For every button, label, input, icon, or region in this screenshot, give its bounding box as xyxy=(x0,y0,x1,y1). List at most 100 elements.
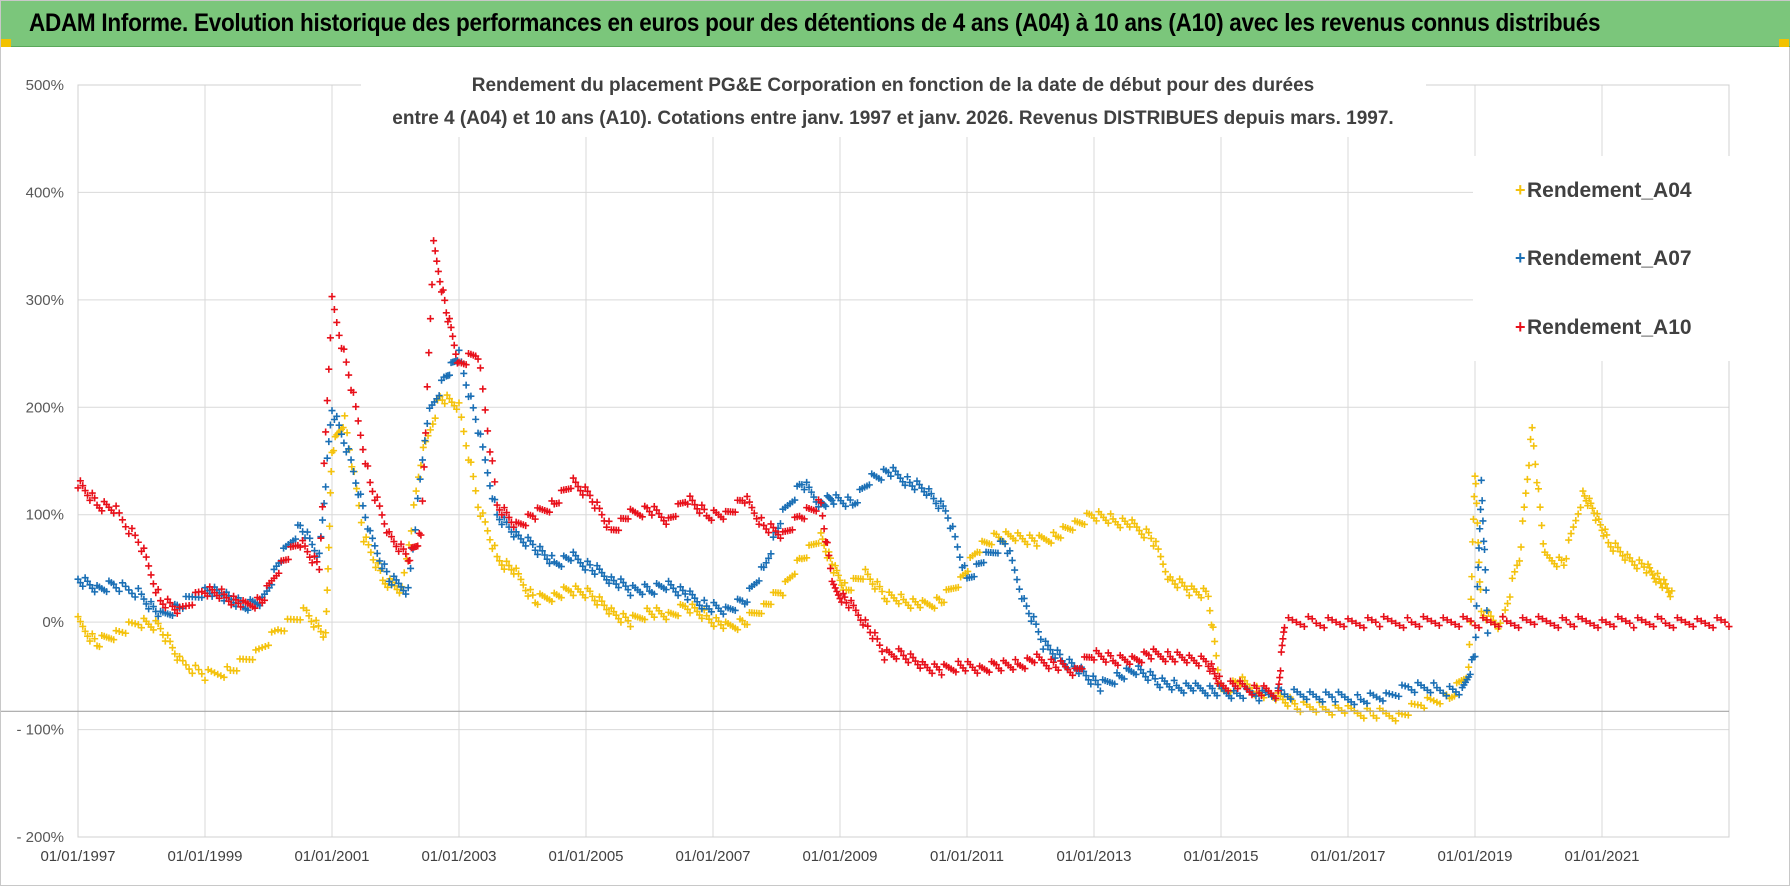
data-point xyxy=(498,520,506,528)
data-point xyxy=(1092,517,1100,525)
data-point xyxy=(1527,435,1535,443)
data-point xyxy=(1594,624,1602,632)
data-point xyxy=(688,591,696,599)
data-point xyxy=(940,598,948,606)
data-point xyxy=(700,505,708,513)
data-point xyxy=(800,486,808,494)
data-point xyxy=(1202,657,1210,665)
data-point xyxy=(326,522,334,530)
data-point xyxy=(284,555,292,563)
data-point xyxy=(852,606,860,614)
data-point xyxy=(359,446,367,454)
data-point xyxy=(839,590,847,598)
data-point xyxy=(1274,687,1282,695)
data-point xyxy=(1423,615,1431,623)
data-point xyxy=(607,573,615,581)
data-point xyxy=(330,306,338,313)
data-point xyxy=(538,547,546,555)
data-point xyxy=(1503,617,1511,625)
data-point xyxy=(1665,621,1673,629)
data-point xyxy=(847,597,855,605)
data-point xyxy=(1312,619,1320,627)
data-point xyxy=(1132,670,1140,678)
data-point xyxy=(479,443,487,451)
data-point xyxy=(684,596,692,604)
data-point xyxy=(1332,618,1340,626)
data-point xyxy=(457,413,465,421)
data-point xyxy=(395,547,403,555)
data-point xyxy=(1161,657,1169,665)
data-point xyxy=(548,597,556,605)
data-point xyxy=(524,533,532,541)
data-point xyxy=(1107,652,1115,660)
data-point xyxy=(1616,548,1624,556)
data-point xyxy=(203,592,211,600)
data-point xyxy=(529,591,537,599)
data-point xyxy=(1626,619,1634,627)
data-point xyxy=(140,595,148,603)
data-point xyxy=(698,605,706,613)
data-point xyxy=(615,526,623,534)
data-point xyxy=(414,542,422,550)
data-point xyxy=(598,511,606,519)
data-point xyxy=(691,501,699,509)
data-point xyxy=(1023,540,1031,548)
chart-title-line-1: Rendement du placement PG&E Corporation … xyxy=(472,75,1314,96)
data-point xyxy=(166,637,174,645)
data-point xyxy=(672,588,680,596)
data-point xyxy=(598,569,606,577)
data-point xyxy=(719,610,727,618)
data-point xyxy=(841,579,849,587)
data-point xyxy=(1276,674,1284,682)
data-point xyxy=(1049,650,1057,658)
data-point xyxy=(605,517,613,525)
data-point xyxy=(1087,680,1095,688)
data-point xyxy=(657,513,665,521)
data-point xyxy=(1473,519,1481,527)
data-point xyxy=(1257,692,1265,700)
x-tick-label: 01/01/2005 xyxy=(548,848,623,865)
data-point xyxy=(939,502,947,510)
data-point xyxy=(376,502,384,510)
data-point xyxy=(154,586,162,594)
data-point xyxy=(897,590,905,598)
data-point xyxy=(1587,499,1595,507)
points-layer xyxy=(74,237,1733,725)
data-point xyxy=(710,622,718,630)
data-point xyxy=(164,631,172,639)
data-point xyxy=(1478,497,1486,505)
data-point xyxy=(1535,485,1542,493)
data-point xyxy=(122,582,130,590)
data-point xyxy=(462,442,470,450)
y-tick-label: - 100% xyxy=(16,722,64,739)
data-point xyxy=(368,534,376,542)
data-point xyxy=(624,617,632,625)
data-point xyxy=(491,478,499,486)
data-point xyxy=(369,556,377,564)
data-point xyxy=(469,404,477,412)
data-point xyxy=(179,657,187,665)
data-point xyxy=(1530,442,1538,450)
data-point xyxy=(1536,503,1544,511)
data-point xyxy=(1046,646,1054,654)
data-point xyxy=(1411,620,1419,628)
data-point xyxy=(225,597,233,605)
data-point xyxy=(379,576,387,584)
data-point xyxy=(522,542,530,550)
data-point xyxy=(1598,616,1606,624)
data-point xyxy=(1206,607,1214,615)
data-point xyxy=(455,346,463,354)
x-tick-label: 01/01/1999 xyxy=(167,848,242,865)
data-point xyxy=(1713,614,1721,622)
data-point xyxy=(1619,552,1627,560)
data-point xyxy=(1207,660,1215,668)
data-point xyxy=(397,540,405,548)
data-point xyxy=(1574,510,1582,518)
data-point xyxy=(1427,695,1435,703)
data-point xyxy=(548,552,556,560)
data-point xyxy=(1472,480,1480,488)
data-point xyxy=(911,486,919,494)
data-point xyxy=(1472,633,1480,641)
data-point xyxy=(1328,711,1336,719)
legend-marker-a07: + xyxy=(1515,248,1526,268)
